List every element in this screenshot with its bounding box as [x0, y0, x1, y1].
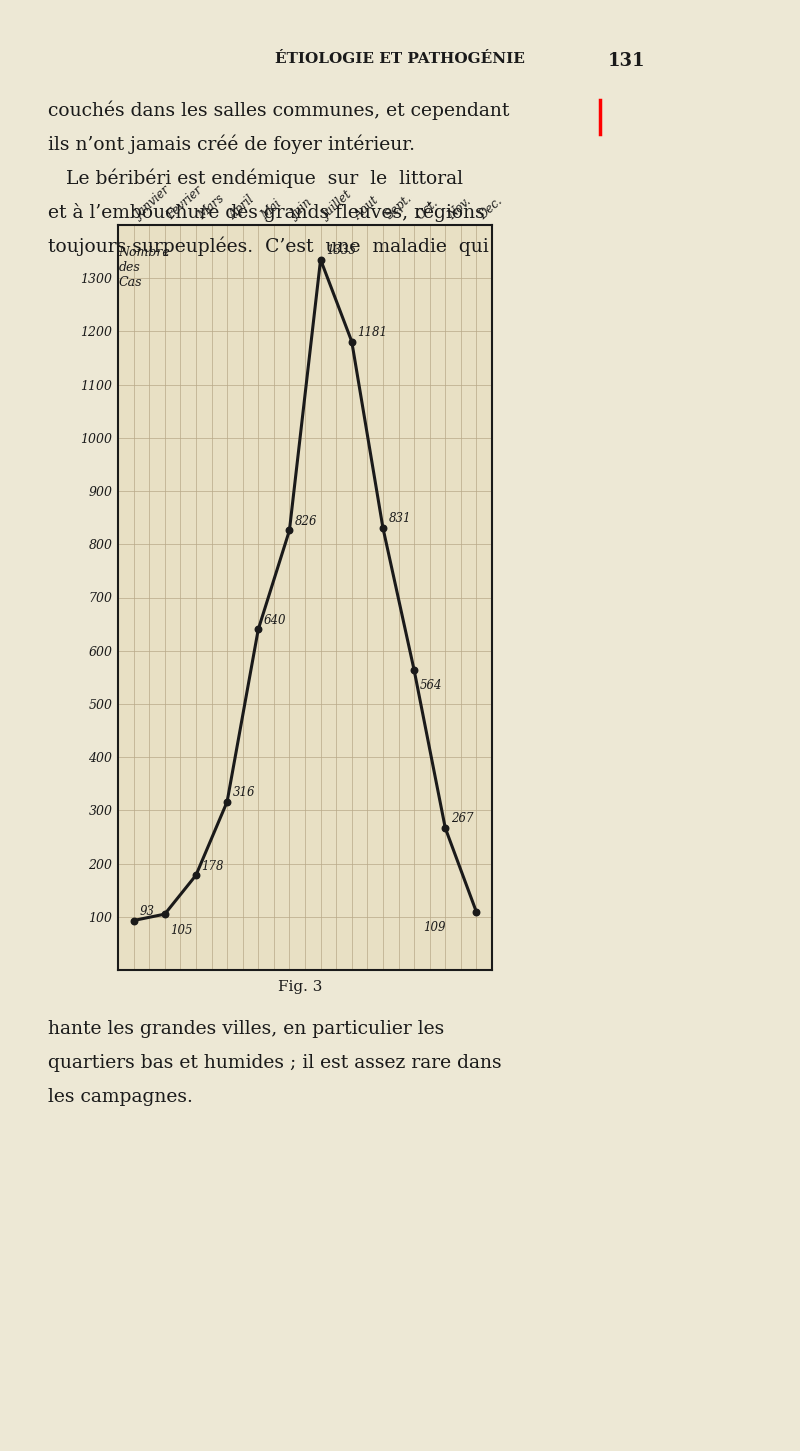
- Text: quartiers bas et humides ; il est assez rare dans: quartiers bas et humides ; il est assez …: [48, 1053, 502, 1072]
- Text: 1181: 1181: [358, 326, 387, 340]
- Text: Nombre
des
Cas: Nombre des Cas: [118, 247, 170, 289]
- Text: ÉTIOLOGIE ET PATHOGÉNIE: ÉTIOLOGIE ET PATHOGÉNIE: [275, 52, 525, 65]
- Text: 1335: 1335: [326, 244, 356, 257]
- Text: ils n’ont jamais créé de foyer intérieur.: ils n’ont jamais créé de foyer intérieur…: [48, 133, 415, 154]
- Text: 93: 93: [139, 905, 154, 918]
- Text: Le béribéri est endémique  sur  le  littoral: Le béribéri est endémique sur le littora…: [48, 168, 463, 187]
- Text: et à l’embouchure des grands fleuves, régions: et à l’embouchure des grands fleuves, ré…: [48, 202, 485, 222]
- Text: toujours surpeuplées.  C’est  une  maladie  qui: toujours surpeuplées. C’est une maladie …: [48, 237, 489, 255]
- Text: 131: 131: [608, 52, 646, 70]
- Text: couchés dans les salles communes, et cependant: couchés dans les salles communes, et cep…: [48, 100, 510, 119]
- Text: 178: 178: [202, 860, 224, 872]
- Point: [190, 863, 202, 887]
- Text: Fig. 3: Fig. 3: [278, 979, 322, 994]
- Text: hante les grandes villes, en particulier les: hante les grandes villes, en particulier…: [48, 1020, 444, 1037]
- Point: [221, 791, 234, 814]
- Point: [470, 901, 483, 924]
- Text: 564: 564: [420, 679, 442, 692]
- Point: [127, 908, 140, 932]
- Point: [283, 519, 296, 543]
- Point: [408, 659, 421, 682]
- Point: [252, 618, 265, 641]
- Point: [346, 329, 358, 353]
- Text: 831: 831: [389, 512, 411, 525]
- Point: [314, 248, 327, 271]
- Text: 267: 267: [451, 813, 474, 826]
- Point: [158, 903, 171, 926]
- Text: 826: 826: [295, 515, 318, 528]
- Text: 105: 105: [170, 924, 193, 936]
- Point: [377, 517, 390, 540]
- Text: 640: 640: [264, 614, 286, 627]
- Text: les campagnes.: les campagnes.: [48, 1088, 193, 1106]
- Text: 109: 109: [424, 921, 446, 934]
- Point: [439, 817, 452, 840]
- Text: 316: 316: [233, 786, 255, 800]
